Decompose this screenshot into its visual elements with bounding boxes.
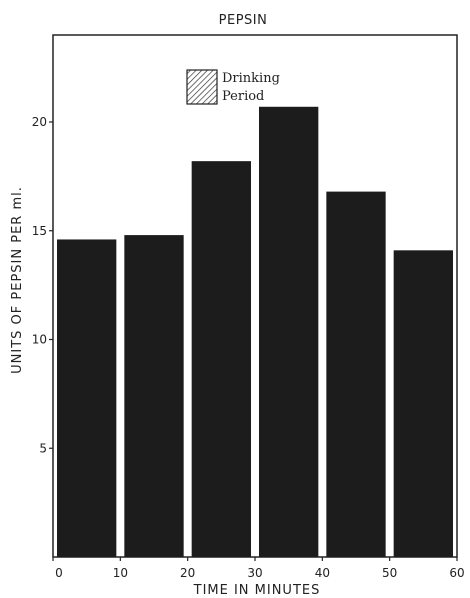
y-tick-label-20: 20	[32, 115, 47, 129]
y-axis-ticks: 5 10 15 20	[32, 115, 53, 455]
bars-group	[57, 106, 453, 558]
y-axis-title: UNITS OF PEPSIN PER ml.	[10, 186, 25, 374]
bar-40-50	[326, 191, 386, 557]
x-axis-title: TIME IN MINUTES	[193, 583, 321, 598]
x-tick-label-60: 60	[449, 566, 464, 580]
bar-50-60	[393, 250, 453, 557]
plot-area: 5 10 15 20 0 10 20 30 40 50 60	[32, 34, 465, 580]
y-tick-label-5: 5	[39, 441, 47, 455]
x-tick-label-20: 20	[180, 566, 195, 580]
legend: Drinking Period	[186, 69, 280, 105]
x-tick-label-30: 30	[247, 566, 262, 580]
legend-label-line2: Period	[222, 89, 264, 104]
x-tick-label-0: 0	[55, 566, 63, 580]
x-tick-label-50: 50	[382, 566, 397, 580]
bar-0-10	[57, 239, 117, 557]
x-tick-label-40: 40	[315, 566, 330, 580]
x-axis-ticks: 0 10 20 30 40 50 60	[52, 557, 465, 580]
x-tick-label-10: 10	[113, 566, 128, 580]
bar-30-40	[259, 106, 319, 558]
chart-title: PEPSIN	[219, 13, 268, 28]
bar-20-30	[191, 161, 251, 557]
bar-10-20	[124, 235, 184, 557]
legend-swatch-hatched	[186, 69, 218, 105]
legend-label-line1: Drinking	[222, 71, 280, 86]
y-tick-label-10: 10	[32, 333, 47, 347]
y-tick-label-15: 15	[32, 224, 47, 238]
